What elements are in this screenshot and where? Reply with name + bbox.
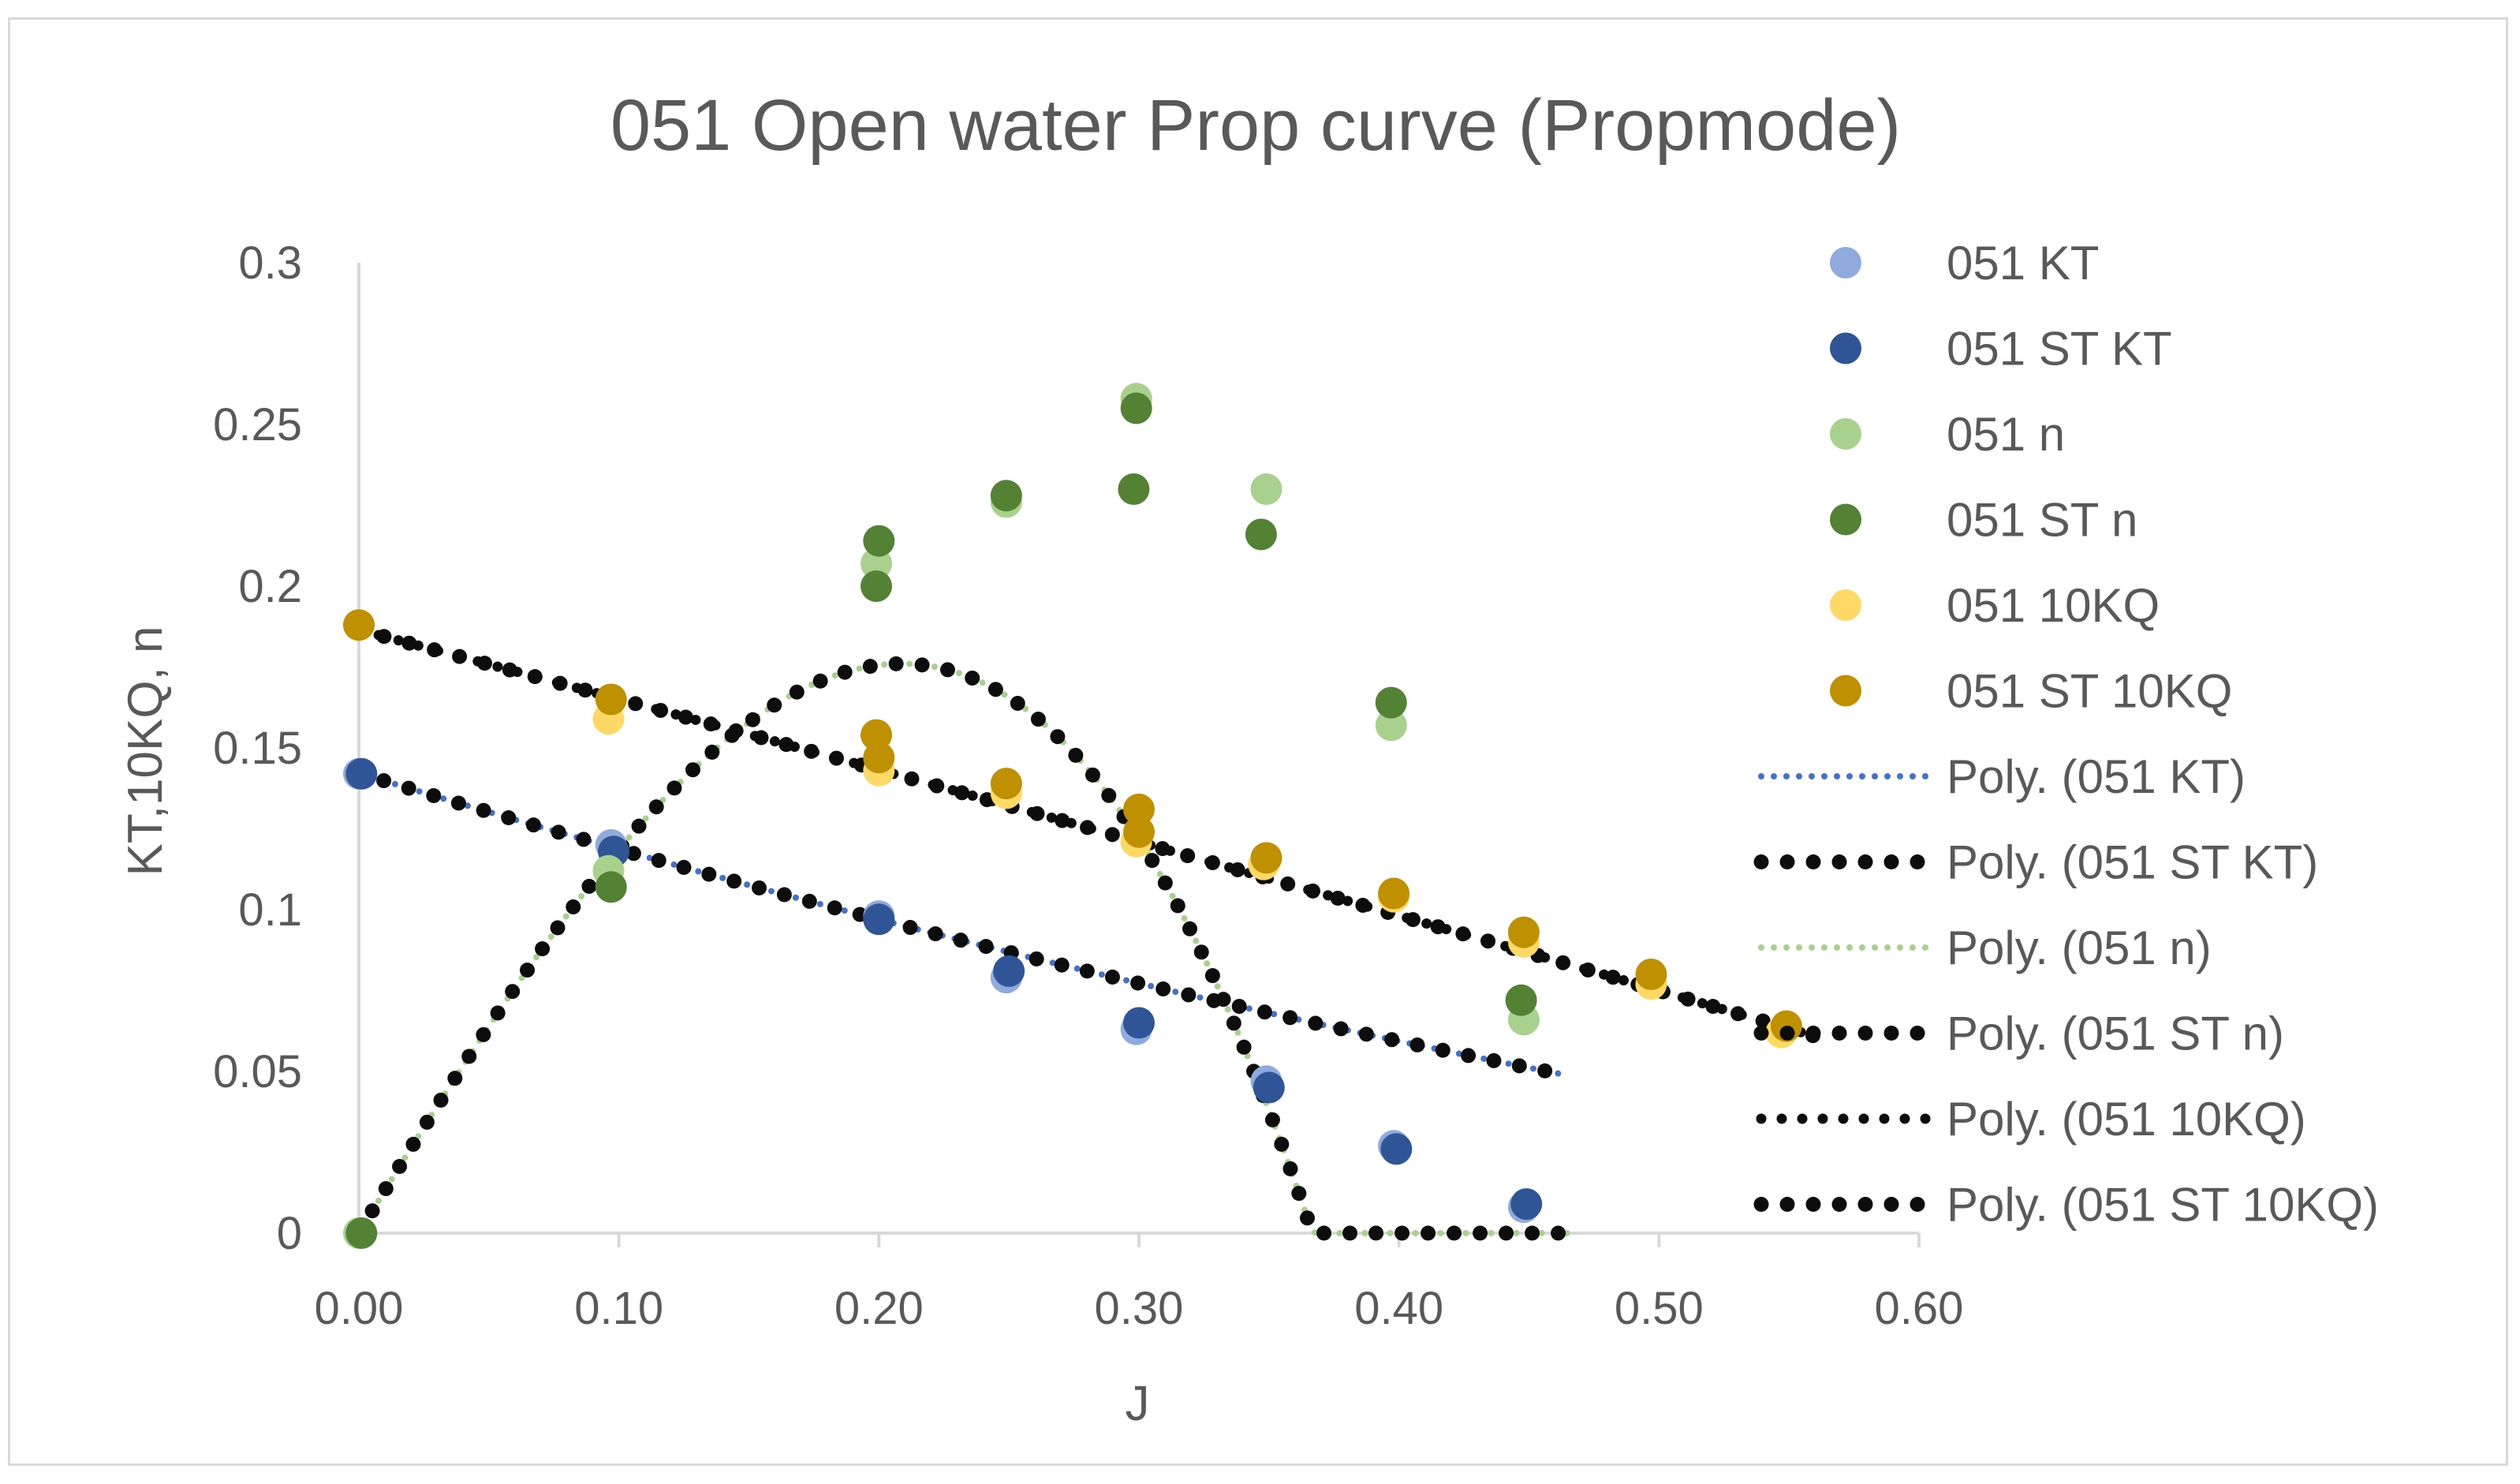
legend-marker-051-10kq	[1830, 589, 1861, 621]
axes: 0.00 0.10 0.20 0.30 0.40 0.50 0.60 0 0.05 0.1 0.15…	[213, 237, 1963, 1334]
legend-marker-051-st-n	[1830, 503, 1861, 536]
legend-label: 051 10KQ	[1947, 579, 2160, 632]
chart-title: 051 Open water Prop curve (Propmode)	[610, 85, 1901, 166]
y-tick-label: 0.05	[213, 1046, 302, 1097]
x-tick-label: 0.50	[1615, 1283, 1704, 1334]
legend-label: 051 ST 10KQ	[1947, 665, 2232, 718]
point-051-st-n	[595, 871, 627, 903]
legend-marker-051-st-10kq	[1830, 675, 1861, 707]
point-051-st-kt	[1380, 1133, 1413, 1165]
point-051-st-10kq	[990, 768, 1022, 800]
trendline-poly-051-st-10kq	[351, 622, 1823, 1044]
legend-label: 051 n	[1947, 408, 2065, 461]
point-051-st-n	[1375, 686, 1407, 719]
trendlines	[351, 622, 1823, 1241]
point-051-st-n	[1118, 473, 1150, 505]
point-051-st-10kq	[1250, 842, 1282, 874]
y-axis-title: KT,10KQ, n	[118, 626, 173, 876]
x-tick-label: 0.00	[315, 1283, 404, 1334]
trendline-poly-051-st-kt	[351, 765, 1570, 1082]
legend-label: Poly. (051 KT)	[1947, 750, 2246, 803]
point-051-st-n	[990, 480, 1022, 512]
trendline-poly-051-st-n	[351, 656, 1581, 1241]
data-points	[343, 383, 1802, 1249]
point-051-st-10kq	[343, 609, 375, 641]
legend: 051 KT 051 ST KT 051 n 051 ST n 051 10KQ 051 …	[1753, 237, 2379, 1232]
legend-label: 051 ST KT	[1947, 323, 2172, 376]
y-tick-label: 0.25	[213, 399, 302, 450]
point-051-st-10kq	[1123, 793, 1155, 825]
point-051-st-n	[1245, 518, 1277, 551]
y-tick-label: 0.1	[238, 884, 302, 936]
point-051-n	[1250, 473, 1282, 505]
x-tick-label: 0.10	[574, 1283, 663, 1334]
x-tick-label: 0.30	[1095, 1283, 1184, 1334]
chart-frame	[8, 17, 2508, 1466]
x-tick-label: 0.40	[1354, 1283, 1443, 1334]
point-051-st-10kq	[1123, 816, 1155, 848]
y-tick-label: 0.15	[213, 723, 302, 774]
x-axis-title: J	[1126, 1377, 1150, 1431]
x-tick-label: 0.20	[834, 1283, 924, 1334]
point-051-st-n	[863, 525, 895, 557]
point-051-st-kt	[993, 955, 1025, 987]
legend-marker-051-kt	[1830, 247, 1861, 278]
point-051-st-10kq	[1635, 959, 1667, 990]
point-051-st-kt	[863, 903, 895, 936]
legend-label: 051 KT	[1947, 237, 2099, 290]
legend-label: 051 ST n	[1947, 494, 2137, 547]
point-051-st-kt	[1253, 1071, 1285, 1104]
point-051-st-kt	[1123, 1007, 1155, 1039]
y-tick-label: 0.3	[238, 237, 302, 289]
x-tick-label: 0.60	[1875, 1283, 1964, 1334]
y-tick-label: 0.2	[238, 561, 302, 612]
legend-marker-051-st-kt	[1830, 332, 1861, 364]
legend-label: Poly. (051 n)	[1947, 921, 2212, 974]
legend-label: Poly. (051 ST 10KQ)	[1947, 1179, 2379, 1232]
legend-label: Poly. (051 10KQ)	[1947, 1093, 2306, 1146]
point-051-st-n	[1120, 392, 1152, 424]
point-051-n	[1375, 709, 1407, 742]
point-051-st-n	[861, 570, 893, 602]
point-051-st-kt	[1510, 1188, 1543, 1220]
point-051-st-10kq	[1378, 877, 1410, 910]
trendline-poly-051-kt	[356, 770, 1566, 1078]
point-051-st-n	[1505, 984, 1537, 1016]
point-051-st-10kq	[595, 683, 627, 716]
legend-label: Poly. (051 ST n)	[1947, 1007, 2284, 1060]
point-051-st-kt	[345, 757, 378, 790]
point-051-st-10kq	[863, 742, 895, 774]
legend-label: Poly. (051 ST KT)	[1947, 836, 2318, 889]
point-051-st-10kq	[1507, 916, 1540, 948]
y-tick-label: 0	[277, 1208, 302, 1259]
point-051-st-n	[345, 1217, 378, 1249]
legend-marker-051-n	[1830, 418, 1861, 450]
